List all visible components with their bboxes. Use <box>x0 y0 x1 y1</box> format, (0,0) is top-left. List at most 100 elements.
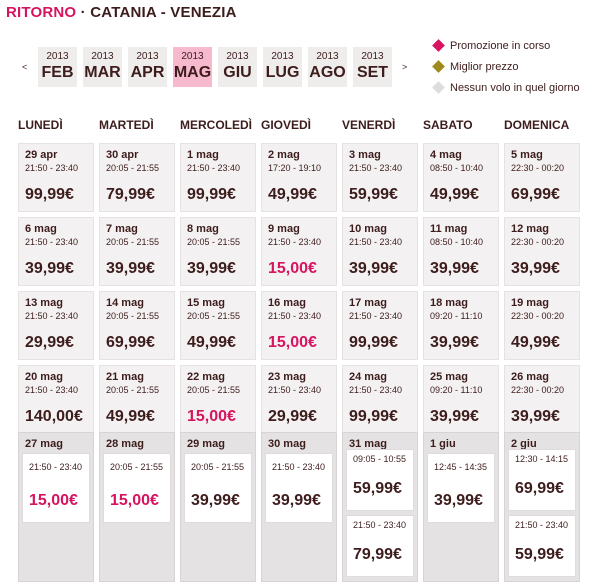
day-cell[interactable]: 26 mag 22:30 - 00:20 39,99€ <box>504 365 580 434</box>
flight-price: 140,00€ <box>25 408 83 425</box>
day-cell[interactable]: 5 mag 22:30 - 00:20 69,99€ <box>504 143 580 212</box>
day-cell[interactable]: 4 mag 08:50 - 10:40 49,99€ <box>423 143 499 212</box>
flight-option[interactable]: 20:05 - 21:55 39,99€ <box>184 453 252 523</box>
flight-time: 09:05 - 10:55 <box>353 454 407 464</box>
day-cell[interactable]: 30 apr 20:05 - 21:55 79,99€ <box>99 143 175 212</box>
flight-time: 21:50 - 23:40 <box>268 385 322 395</box>
legend-label: Miglior prezzo <box>450 61 519 73</box>
flight-time: 21:50 - 23:40 <box>29 462 83 472</box>
month-tab[interactable]: 2013 MAG <box>173 47 212 87</box>
flight-time: 21:50 - 23:40 <box>25 385 79 395</box>
day-cell[interactable]: 1 mag 21:50 - 23:40 99,99€ <box>180 143 256 212</box>
title: RITORNO <box>6 4 77 21</box>
day-date: 22 mag <box>187 371 225 383</box>
day-cell[interactable]: 8 mag 20:05 - 21:55 39,99€ <box>180 217 256 286</box>
flight-time: 21:50 - 23:40 <box>187 163 241 173</box>
day-cell[interactable]: 7 mag 20:05 - 21:55 39,99€ <box>99 217 175 286</box>
flight-time: 21:50 - 23:40 <box>349 237 403 247</box>
day-date: 24 mag <box>349 371 387 383</box>
flight-price: 99,99€ <box>349 408 398 425</box>
flight-option[interactable]: 09:05 - 10:55 59,99€ <box>346 449 414 511</box>
day-date: 2 mag <box>268 149 300 161</box>
day-cell[interactable]: 31 mag 09:05 - 10:55 59,99€ 21:50 - 23:40 79… <box>342 432 418 582</box>
flight-time: 12:45 - 14:35 <box>434 462 488 472</box>
day-cell[interactable]: 29 mag 20:05 - 21:55 39,99€ <box>180 432 256 582</box>
flight-price: 39,99€ <box>191 492 240 509</box>
day-cell[interactable]: 15 mag 20:05 - 21:55 49,99€ <box>180 291 256 360</box>
flight-time: 20:05 - 21:55 <box>106 311 160 321</box>
day-cell[interactable]: 10 mag 21:50 - 23:40 39,99€ <box>342 217 418 286</box>
day-cell[interactable]: 12 mag 22:30 - 00:20 39,99€ <box>504 217 580 286</box>
day-date: 3 mag <box>349 149 381 161</box>
weekday: SABATO <box>423 118 473 132</box>
day-cell[interactable]: 16 mag 21:50 - 23:40 15,00€ <box>261 291 337 360</box>
day-cell[interactable]: 9 mag 21:50 - 23:40 15,00€ <box>261 217 337 286</box>
flight-price: 39,99€ <box>511 408 560 425</box>
flight-price: 29,99€ <box>25 334 74 351</box>
day-cell[interactable]: 25 mag 09:20 - 11:10 39,99€ <box>423 365 499 434</box>
prev-button[interactable]: < <box>22 62 28 72</box>
flight-option[interactable]: 20:05 - 21:55 15,00€ <box>103 453 171 523</box>
day-cell[interactable]: 23 mag 21:50 - 23:40 29,99€ <box>261 365 337 434</box>
day-cell[interactable]: 21 mag 20:05 - 21:55 49,99€ <box>99 365 175 434</box>
day-date: 15 mag <box>187 297 225 309</box>
month-tab[interactable]: 2013 LUG <box>263 47 302 87</box>
day-cell[interactable]: 2 mag 17:20 - 19:10 49,99€ <box>261 143 337 212</box>
day-cell[interactable]: 22 mag 20:05 - 21:55 15,00€ <box>180 365 256 434</box>
day-cell[interactable]: 1 giu 12:45 - 14:35 39,99€ <box>423 432 499 582</box>
day-cell[interactable]: 13 mag 21:50 - 23:40 29,99€ <box>18 291 94 360</box>
flight-price: 39,99€ <box>349 260 398 277</box>
day-cell[interactable]: 2 giu 12:30 - 14:15 69,99€ 21:50 - 23:40 59,… <box>504 432 580 582</box>
flight-option[interactable]: 21:50 - 23:40 59,99€ <box>508 515 576 577</box>
month-year: 2013 <box>226 51 249 62</box>
day-cell[interactable]: 29 apr 21:50 - 23:40 99,99€ <box>18 143 94 212</box>
next-button[interactable]: > <box>402 62 408 72</box>
flight-option[interactable]: 12:45 - 14:35 39,99€ <box>427 453 495 523</box>
day-cell[interactable]: 27 mag 21:50 - 23:40 15,00€ <box>18 432 94 582</box>
day-date: 16 mag <box>268 297 306 309</box>
legend-label: Promozione in corso <box>450 40 551 52</box>
day-cell[interactable]: 11 mag 08:50 - 10:40 39,99€ <box>423 217 499 286</box>
day-cell[interactable]: 14 mag 20:05 - 21:55 69,99€ <box>99 291 175 360</box>
flight-time: 08:50 - 10:40 <box>430 163 484 173</box>
day-date: 18 mag <box>430 297 468 309</box>
flight-price: 69,99€ <box>515 480 564 497</box>
day-date: 8 mag <box>187 223 219 235</box>
month-tab[interactable]: 2013 MAR <box>83 47 122 87</box>
day-cell[interactable]: 24 mag 21:50 - 23:40 99,99€ <box>342 365 418 434</box>
day-date: 30 mag <box>268 438 306 450</box>
month-tab[interactable]: 2013 AGO <box>308 47 347 87</box>
month-tab[interactable]: 2013 GIU <box>218 47 257 87</box>
day-cell[interactable]: 3 mag 21:50 - 23:40 59,99€ <box>342 143 418 212</box>
day-cell[interactable]: 18 mag 09:20 - 11:10 39,99€ <box>423 291 499 360</box>
flight-time: 20:05 - 21:55 <box>187 237 241 247</box>
flight-option[interactable]: 21:50 - 23:40 79,99€ <box>346 515 414 577</box>
flight-time: 21:50 - 23:40 <box>349 163 403 173</box>
month-year: 2013 <box>361 51 384 62</box>
month-tab[interactable]: 2013 APR <box>128 47 167 87</box>
flight-time: 22:30 - 00:20 <box>511 311 565 321</box>
flight-option[interactable]: 21:50 - 23:40 15,00€ <box>22 453 90 523</box>
day-cell[interactable]: 6 mag 21:50 - 23:40 39,99€ <box>18 217 94 286</box>
day-cell[interactable]: 30 mag 21:50 - 23:40 39,99€ <box>261 432 337 582</box>
flight-time: 09:20 - 11:10 <box>430 385 483 395</box>
month-tab[interactable]: 2013 SET <box>353 47 392 87</box>
day-cell[interactable]: 20 mag 21:50 - 23:40 140,00€ <box>18 365 94 434</box>
day-date: 1 mag <box>187 149 219 161</box>
day-date: 21 mag <box>106 371 144 383</box>
flight-price: 49,99€ <box>187 334 236 351</box>
day-date: 13 mag <box>25 297 63 309</box>
day-cell[interactable]: 28 mag 20:05 - 21:55 15,00€ <box>99 432 175 582</box>
flight-option[interactable]: 12:30 - 14:15 69,99€ <box>508 449 576 511</box>
weekday: DOMENICA <box>504 118 570 132</box>
day-cell[interactable]: 17 mag 21:50 - 23:40 99,99€ <box>342 291 418 360</box>
month-year: 2013 <box>91 51 114 62</box>
day-date: 23 mag <box>268 371 306 383</box>
day-date: 2 giu <box>511 438 537 450</box>
day-date: 28 mag <box>106 438 144 450</box>
flight-option[interactable]: 21:50 - 23:40 39,99€ <box>265 453 333 523</box>
day-cell[interactable]: 19 mag 22:30 - 00:20 49,99€ <box>504 291 580 360</box>
month-tab[interactable]: 2013 FEB <box>38 47 77 87</box>
flight-price: 15,00€ <box>268 260 317 277</box>
